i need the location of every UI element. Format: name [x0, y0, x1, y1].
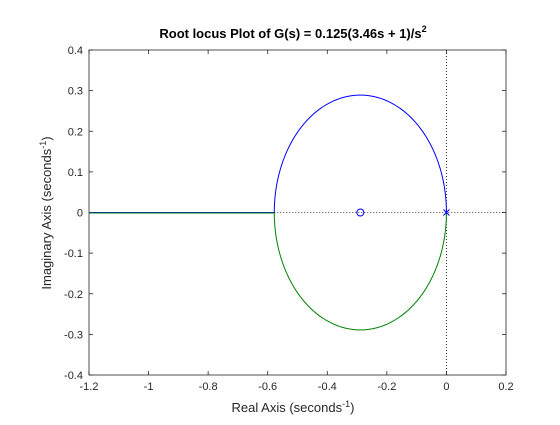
x-axis-label: Real Axis (seconds-1) — [232, 399, 355, 415]
y-tick-label: 0.1 — [68, 167, 83, 179]
pole-marker — [443, 209, 450, 216]
plot-area: -1.2 -1 -0.8 -0.6 -0.4 -0.2 0 0.2 -0.4 -0.3 -0.2 -0… — [64, 45, 514, 393]
x-tick-label: -1 — [144, 381, 154, 393]
locus-branch-upper — [273, 94, 447, 213]
x-tick-label: 0.2 — [498, 381, 513, 393]
x-tick-label: -1.2 — [80, 381, 99, 393]
y-tick-label: -0.3 — [64, 329, 83, 341]
y-tick-label: -0.4 — [64, 370, 83, 382]
y-tick-label: 0.3 — [68, 86, 83, 98]
y-axis-label-superscript: -1 — [38, 141, 48, 149]
chart-title-main: Root locus Plot of G(s) = 0.125(3.46s + … — [159, 26, 421, 41]
y-axis-label: Imaginary Axis (seconds-1) — [38, 136, 54, 289]
y-tick-label: 0.4 — [68, 45, 83, 57]
x-tick-label: -0.4 — [318, 381, 337, 393]
x-tick-label: -0.2 — [377, 381, 396, 393]
x-tick-label: 0 — [443, 381, 449, 393]
y-axis-label-main: Imaginary Axis (seconds — [39, 148, 54, 289]
chart-title: Root locus Plot of G(s) = 0.125(3.46s + … — [159, 24, 426, 41]
x-axis-label-suffix: ) — [350, 400, 354, 415]
x-tick-label: -0.6 — [258, 381, 277, 393]
x-tick-label: -0.8 — [199, 381, 218, 393]
x-axis-label-main: Real Axis (seconds — [232, 400, 343, 415]
x-axis-label-superscript: -1 — [342, 399, 350, 409]
y-tick-label: -0.1 — [64, 248, 83, 260]
locus-branch-lower — [273, 212, 447, 331]
zero-marker — [356, 208, 365, 217]
y-tick-label: 0 — [77, 208, 83, 220]
chart-title-superscript: 2 — [422, 24, 427, 34]
y-tick-label: 0.2 — [68, 126, 83, 138]
y-tick-label: -0.2 — [64, 289, 83, 301]
y-axis-label-suffix: ) — [39, 136, 54, 140]
